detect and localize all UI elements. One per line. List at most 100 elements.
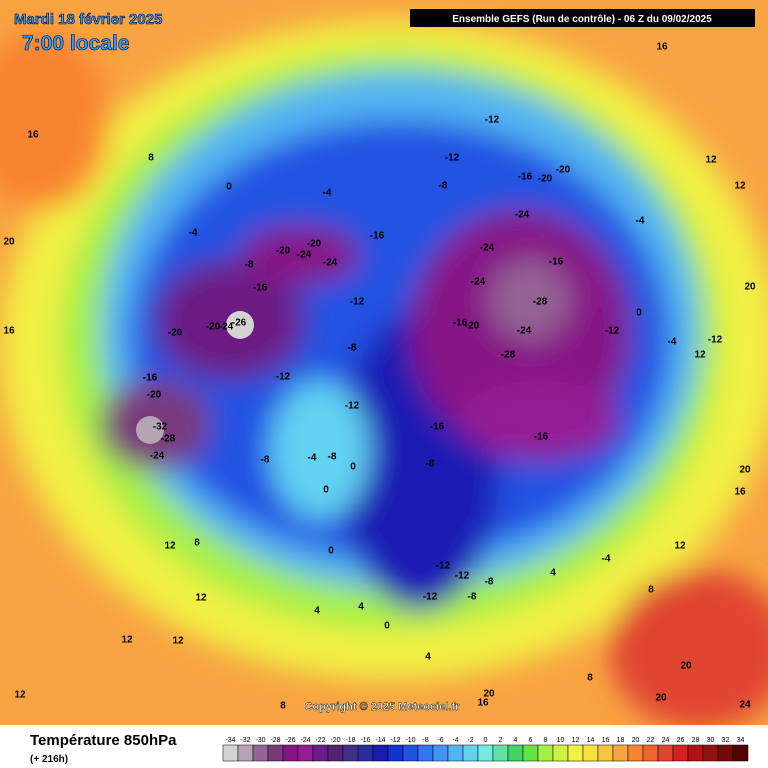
run-info-box bbox=[410, 9, 755, 27]
scale-swatch bbox=[387, 744, 404, 762]
isotherm-label: 20 bbox=[3, 237, 15, 248]
isotherm-label: -24 bbox=[297, 250, 312, 261]
isotherm-label: -16 bbox=[370, 231, 385, 242]
isotherm-label: -16 bbox=[253, 283, 268, 294]
isotherm-label: -24 bbox=[471, 277, 486, 288]
isotherm-label: -4 bbox=[323, 188, 332, 199]
scale-label: 8 bbox=[544, 737, 548, 744]
scale-label: 12 bbox=[572, 737, 580, 744]
isotherm-label: -24 bbox=[480, 243, 495, 254]
isotherm-label: 24 bbox=[739, 700, 751, 711]
isotherm-label: 12 bbox=[14, 690, 26, 701]
scale-swatch bbox=[537, 744, 554, 762]
scale-label: 6 bbox=[529, 737, 533, 744]
scale-label: -22 bbox=[315, 737, 325, 744]
isotherm-label: 4 bbox=[358, 602, 364, 613]
isotherm-label: -16 bbox=[430, 422, 445, 433]
isotherm-label: -24 bbox=[323, 258, 338, 269]
isotherm-label: 16 bbox=[734, 487, 746, 498]
isotherm-label: -20 bbox=[147, 390, 162, 401]
isotherm-label: -4 bbox=[308, 453, 317, 464]
isotherm-label: -12 bbox=[455, 571, 470, 582]
isotherm-label: -16 bbox=[453, 318, 468, 329]
scale-swatch bbox=[282, 744, 299, 762]
isotherm-label: -20 bbox=[465, 321, 480, 332]
copyright: Copyright © 2025 Meteociel.fr bbox=[305, 701, 461, 713]
isotherm-label: -20 bbox=[206, 322, 221, 333]
scale-swatch bbox=[612, 744, 629, 762]
scale-label: -6 bbox=[437, 737, 443, 744]
isotherm-label: 20 bbox=[655, 693, 667, 704]
scale-swatch bbox=[582, 744, 599, 762]
scale-label: -20 bbox=[330, 737, 340, 744]
scale-swatch bbox=[297, 744, 314, 762]
title: Mardi 18 février 2025 bbox=[14, 11, 162, 28]
isotherm-label: 16 bbox=[477, 698, 489, 709]
isotherm-label: -8 bbox=[348, 343, 357, 354]
scale-label: -26 bbox=[285, 737, 295, 744]
isotherm-label: 12 bbox=[674, 541, 686, 552]
scale-swatch bbox=[657, 744, 674, 762]
scale-label: 24 bbox=[662, 737, 670, 744]
scale-label: 34 bbox=[737, 737, 745, 744]
isotherm-label: -20 bbox=[307, 239, 322, 250]
isotherm-label: 0 bbox=[226, 182, 232, 193]
isotherm-label: -20 bbox=[538, 174, 553, 185]
isotherm-label: -20 bbox=[556, 165, 571, 176]
scale-label: 10 bbox=[557, 737, 565, 744]
scale-swatch bbox=[417, 744, 434, 762]
isotherm-label: 4 bbox=[550, 568, 556, 579]
scale-label: -8 bbox=[422, 737, 428, 744]
scale-swatch bbox=[462, 744, 479, 762]
scale-swatch bbox=[552, 744, 569, 762]
scale-swatch bbox=[372, 744, 389, 762]
isotherm-label: 12 bbox=[705, 155, 717, 166]
scale-label: 26 bbox=[677, 737, 685, 744]
scale-swatch bbox=[717, 744, 734, 762]
isotherm-label: -12 bbox=[485, 115, 500, 126]
scale-label: -28 bbox=[270, 737, 280, 744]
isotherm-label: 16 bbox=[656, 42, 668, 53]
scale-label: -16 bbox=[360, 737, 370, 744]
isotherm-label: 8 bbox=[648, 585, 654, 596]
scale-label: -4 bbox=[452, 737, 458, 744]
scale-swatch bbox=[672, 744, 689, 762]
isotherm-label: -4 bbox=[636, 216, 645, 227]
isotherm-label: -24 bbox=[515, 210, 530, 221]
lead-time: (+ 216h) bbox=[30, 754, 68, 765]
scale-label: -18 bbox=[345, 737, 355, 744]
isotherm-label: -32 bbox=[153, 422, 168, 433]
isotherm-label: -24 bbox=[517, 326, 532, 337]
isotherm-label: 20 bbox=[680, 661, 692, 672]
scale-label: -12 bbox=[390, 737, 400, 744]
isotherm-label: -8 bbox=[485, 577, 494, 588]
scale-swatch bbox=[492, 744, 509, 762]
isotherm-label: -8 bbox=[439, 181, 448, 192]
isotherm-label: -24 bbox=[219, 322, 234, 333]
isotherm-label: 16 bbox=[27, 130, 39, 141]
scale-swatch bbox=[477, 744, 494, 762]
isotherm-label: -16 bbox=[534, 432, 549, 443]
isotherm-label: 20 bbox=[739, 465, 751, 476]
scale-swatch bbox=[522, 744, 539, 762]
scale-swatch bbox=[687, 744, 704, 762]
isotherm-label: 0 bbox=[636, 308, 642, 319]
isotherm-label: 0 bbox=[323, 485, 329, 496]
scale-swatch bbox=[597, 744, 614, 762]
scale-swatch bbox=[267, 744, 284, 762]
isotherm-label: 8 bbox=[280, 701, 286, 712]
scale-label: 22 bbox=[647, 737, 655, 744]
scale-label: -10 bbox=[405, 737, 415, 744]
isotherm-label: -12 bbox=[423, 592, 438, 603]
isotherm-label: 12 bbox=[694, 350, 706, 361]
scale-label: 14 bbox=[587, 737, 595, 744]
isotherm-label: 0 bbox=[328, 546, 334, 557]
scale-label: 20 bbox=[632, 737, 640, 744]
isotherm-label: 4 bbox=[314, 606, 320, 617]
isotherm-label: 12 bbox=[195, 593, 207, 604]
isotherm-label: -28 bbox=[501, 350, 516, 361]
isotherm-label: -28 bbox=[161, 434, 176, 445]
scale-label: 28 bbox=[692, 737, 700, 744]
isotherm-label: 12 bbox=[172, 636, 184, 647]
